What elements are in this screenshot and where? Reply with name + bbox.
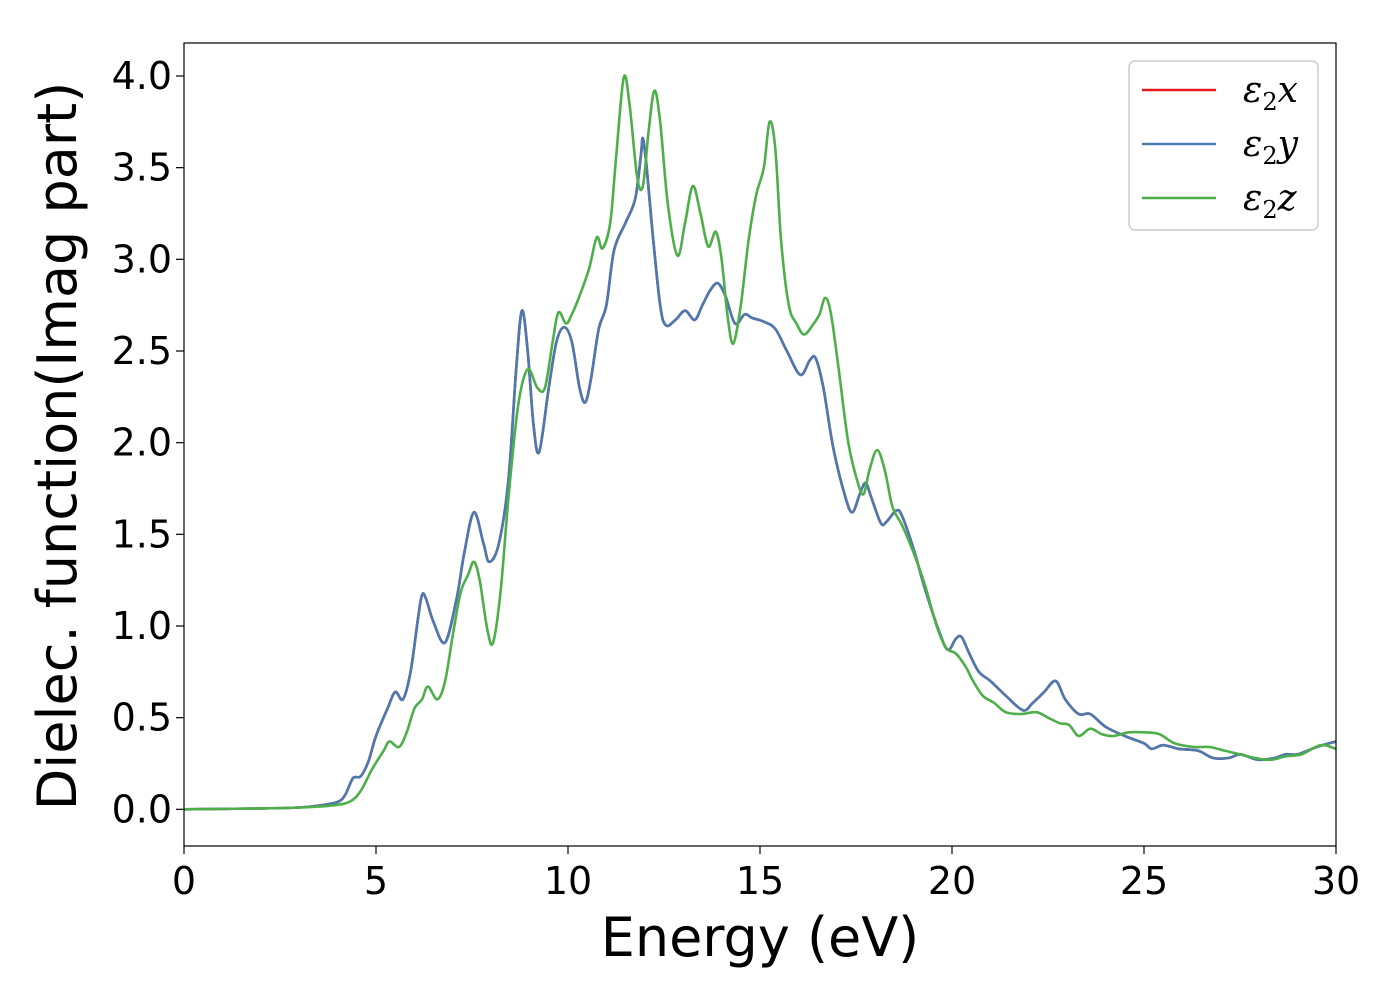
y-tick-label: 4.0 [112,54,172,98]
y-tick-label: 3.5 [112,146,172,190]
y-tick-label: 2.0 [112,421,172,465]
y-axis-title: Dielec. function(Imag part) [26,82,89,811]
series-line-x [184,136,1336,811]
series-line-y [184,136,1336,811]
legend-label-base: ε [1243,178,1262,219]
series-line-z [184,74,1336,811]
x-tick-label: 20 [928,859,976,903]
x-tick-label: 0 [172,859,196,903]
y-tick-label: 1.5 [112,512,172,556]
y-tick-label: 0.5 [112,696,172,740]
x-axis-ticks: 0 5 10 15 20 25 30 [172,846,1360,903]
legend-label-base: ε [1243,70,1262,111]
legend-label-subscript: 2 [1262,88,1277,116]
legend-label-suffix: z [1277,178,1298,219]
legend-label-base: ε [1243,124,1262,165]
x-tick-label: 5 [364,859,388,903]
x-tick-label: 10 [544,859,592,903]
legend-label-z: ε2z [1243,178,1298,224]
y-tick-label: 2.5 [112,329,172,373]
legend-label-x: ε2x [1243,70,1298,116]
series-layer [184,74,1336,811]
x-tick-label: 15 [736,859,784,903]
y-tick-label: 0.0 [112,787,172,831]
legend-label-suffix: y [1276,124,1299,165]
y-tick-label: 3.0 [112,237,172,281]
legend-label-y: ε2y [1243,124,1299,170]
legend-frame [1128,60,1319,231]
legend-label-subscript: 2 [1262,196,1277,224]
legend-label-subscript: 2 [1262,142,1277,170]
y-axis-ticks: 0.0 0.5 1.0 1.5 2.0 2.5 3.0 3.5 4.0 [112,54,184,831]
x-tick-label: 25 [1120,859,1168,903]
x-axis-title: Energy (eV) [601,906,920,969]
legend-label-suffix: x [1278,70,1298,111]
y-tick-label: 1.0 [112,604,172,648]
x-tick-label: 30 [1312,859,1360,903]
